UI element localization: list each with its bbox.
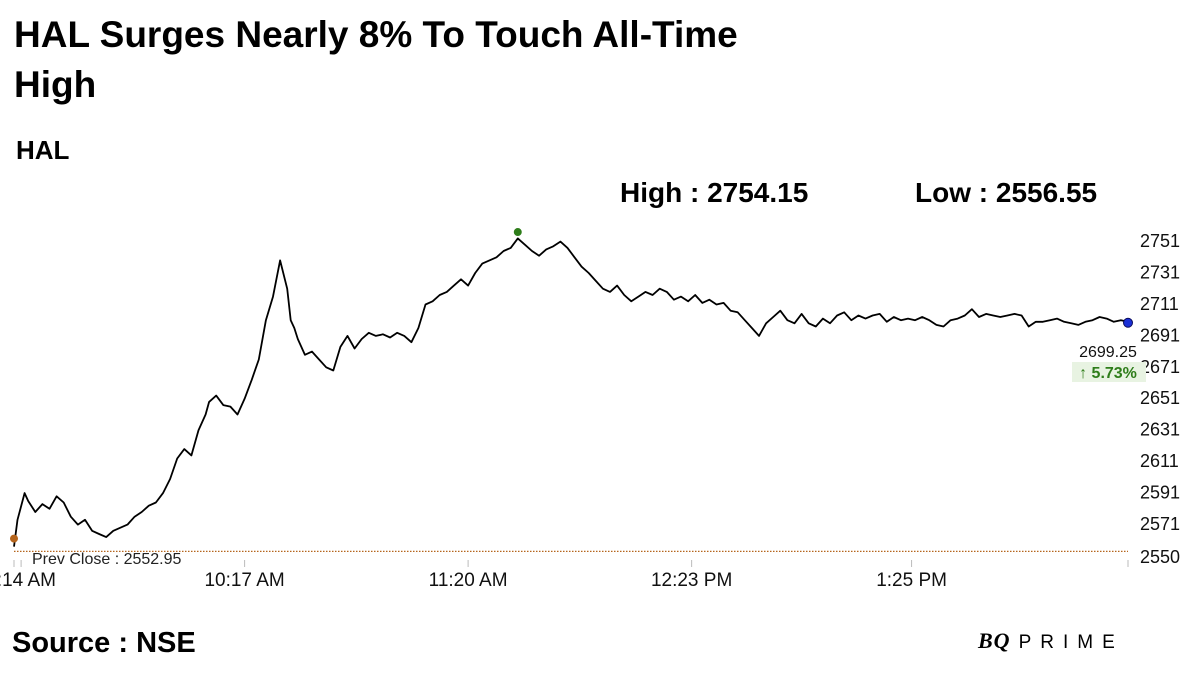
y-tick-label: 2731 <box>1140 262 1180 282</box>
y-tick-label: 2571 <box>1140 514 1180 534</box>
y-tick-label: 2651 <box>1140 388 1180 408</box>
last-price-marker <box>1123 317 1133 328</box>
bq-prime-logo: BQ PRIME <box>978 628 1124 654</box>
x-tick-label: 9:14 AM <box>0 570 56 591</box>
x-tick-label: 10:17 AM <box>204 570 284 591</box>
x-tick-label: 12:23 PM <box>651 570 732 591</box>
day-low-label: Low : 2556.55 <box>915 177 1098 208</box>
y-tick-label: 2631 <box>1140 420 1180 440</box>
day-high-label: High : 2754.15 <box>620 177 809 208</box>
logo-bq-text: BQ <box>978 628 1011 653</box>
y-tick-label: 2611 <box>1140 451 1179 471</box>
prev-close-label: Prev Close : 2552.95 <box>32 551 182 568</box>
y-tick-label: 2671 <box>1140 357 1180 377</box>
y-tick-label: 2691 <box>1140 325 1180 345</box>
x-axis: 9:14 AM 10:17 AM 11:20 AM 12:23 PM 1:25 PM <box>0 560 1129 591</box>
y-tick-label: 2591 <box>1140 483 1180 503</box>
source-label: Source : NSE <box>12 627 196 659</box>
change-percent-label: ↑ 5.73% <box>1079 365 1137 382</box>
change-badge-bg <box>1072 362 1146 382</box>
chart-title: HAL Surges Nearly 8% To Touch All-Time H… <box>14 14 738 105</box>
ticker-symbol: HAL <box>16 135 70 165</box>
y-tick-label: 2751 <box>1140 231 1180 251</box>
logo-prime-text: PRIME <box>1018 632 1124 653</box>
open-marker <box>10 534 18 543</box>
last-price-label: 2699.25 <box>1079 344 1137 361</box>
price-series-line <box>13 237 1129 547</box>
y-tick-label: 2550 <box>1140 547 1180 567</box>
high-marker <box>513 228 522 237</box>
x-tick-label: 1:25 PM <box>876 570 947 591</box>
y-axis: 2751 2731 2711 2691 2671 2651 2631 2611 2591 2571… <box>1140 231 1180 567</box>
y-tick-label: 2711 <box>1140 294 1179 314</box>
x-tick-label: 11:20 AM <box>429 570 508 591</box>
